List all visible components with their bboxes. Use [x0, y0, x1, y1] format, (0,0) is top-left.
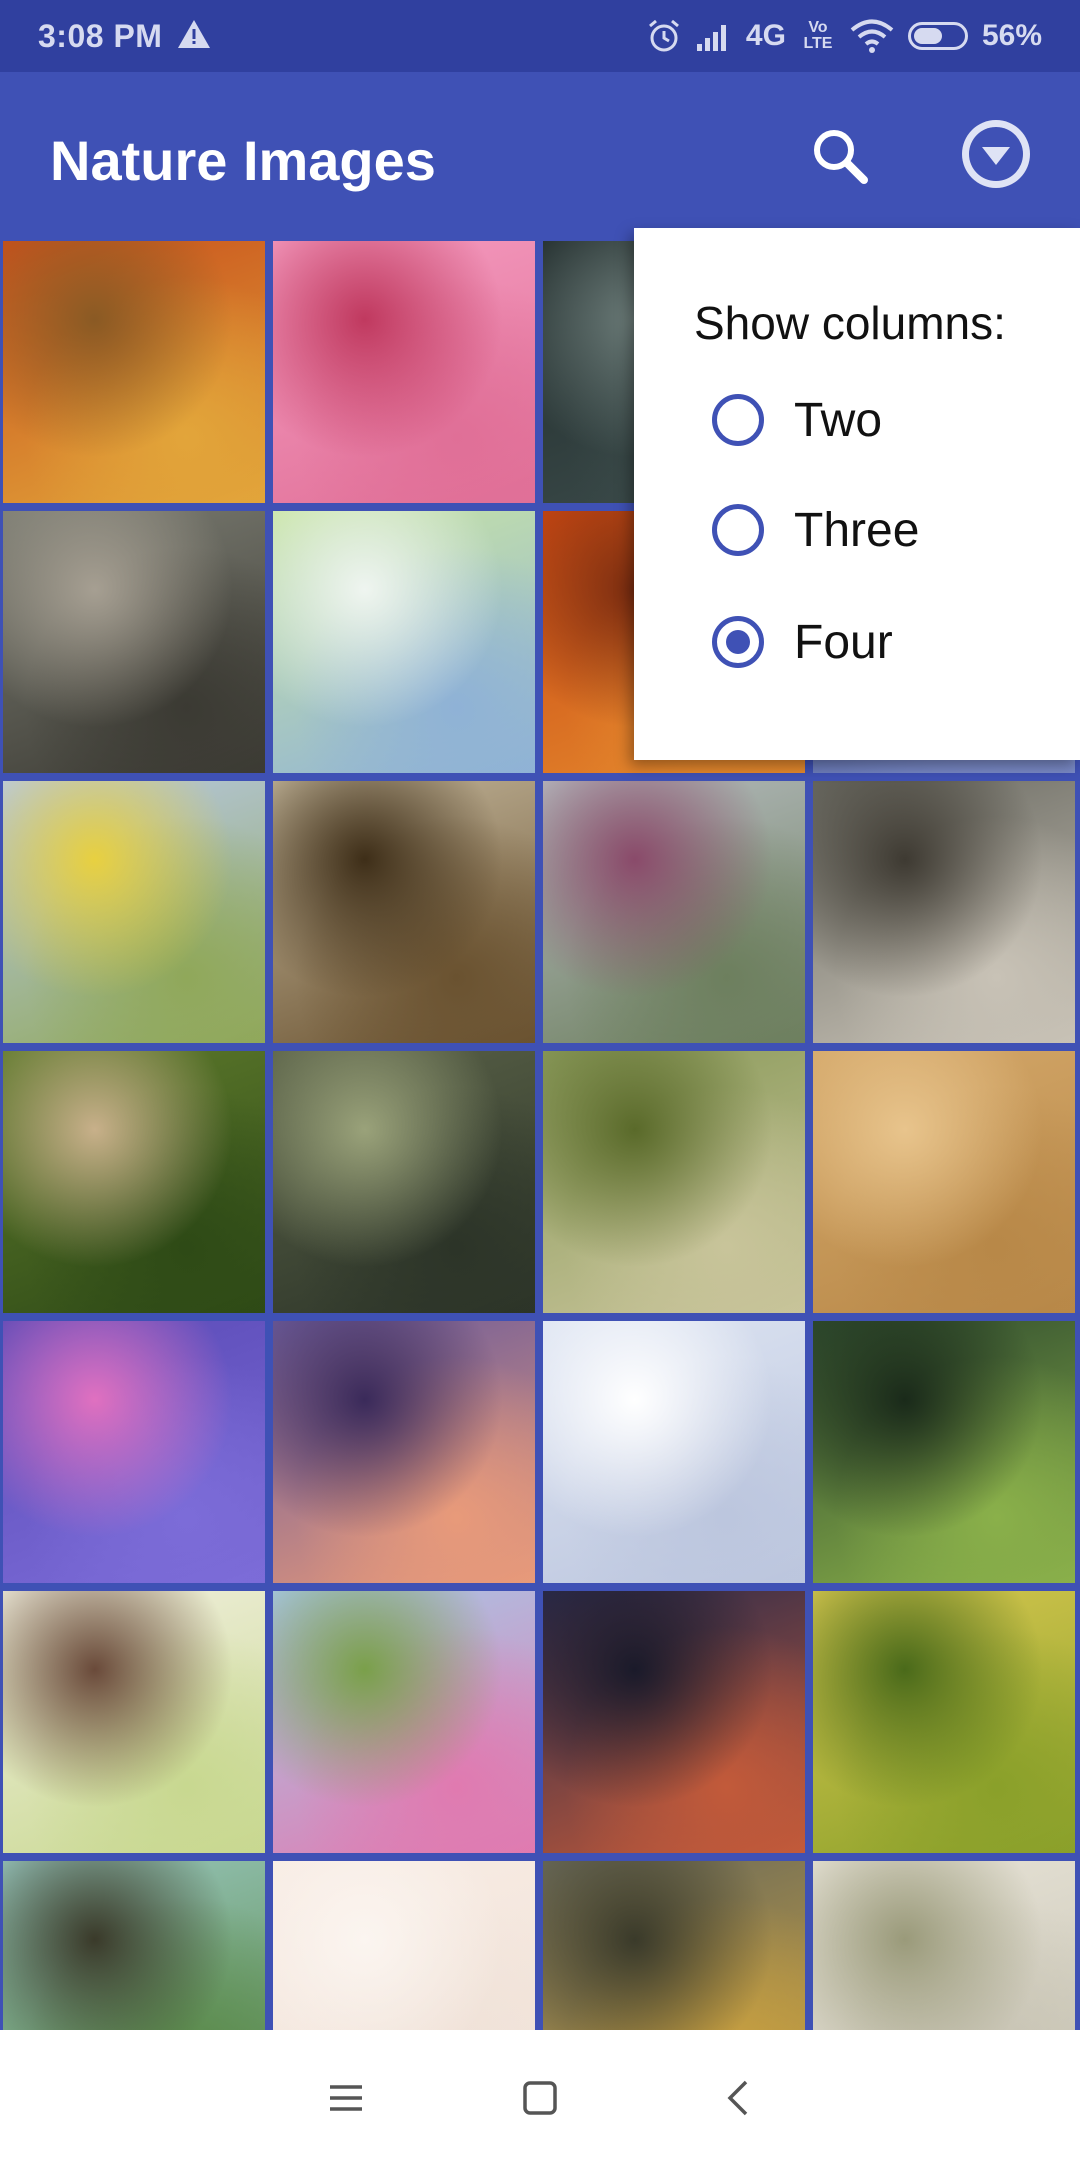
back-icon[interactable]	[710, 2068, 770, 2128]
image-grid	[0, 238, 1080, 2030]
image-tile-hills-clouds[interactable]	[273, 1051, 535, 1313]
volte-badge: Vo LTE	[803, 19, 833, 52]
battery-icon	[907, 22, 968, 50]
image-tile-butterflies-flowers[interactable]	[3, 781, 265, 1043]
image-tile-water-lily[interactable]	[3, 1321, 265, 1583]
image-tile-pink-daisy[interactable]	[273, 241, 535, 503]
image-tile-girl-hat-meadow[interactable]	[3, 1591, 265, 1853]
search-icon[interactable]	[804, 120, 876, 192]
radio-two[interactable]	[712, 394, 764, 446]
image-tile-wheat-field[interactable]	[813, 1591, 1075, 1853]
image-tile-lake-island-trees[interactable]	[3, 511, 265, 773]
option-two-label: Two	[794, 393, 883, 447]
image-tile-misty-forest[interactable]	[543, 1051, 805, 1313]
popup-heading: Show columns:	[694, 297, 1006, 349]
navigation-bar	[0, 2030, 1080, 2160]
battery-percent: 56%	[981, 19, 1042, 52]
option-three-label: Three	[794, 503, 920, 557]
image-tile-wolf[interactable]	[813, 781, 1075, 1043]
image-tile-valley-sunset[interactable]	[543, 1861, 805, 2030]
image-tile-cosmos-flowers[interactable]	[273, 1591, 535, 1853]
signal-icon	[696, 25, 726, 51]
home-icon[interactable]	[510, 2068, 570, 2128]
dropdown-icon[interactable]	[958, 116, 1034, 192]
columns-popup-menu: Show columns: Two Three Four	[634, 228, 1080, 760]
image-tile-big-tree[interactable]	[273, 781, 535, 1043]
image-tile-pale-sky[interactable]	[273, 1861, 535, 2030]
image-tile-storm-clouds[interactable]	[543, 1591, 805, 1853]
status-icons: 4G Vo LTE 56%	[646, 16, 1042, 56]
alarm-icon	[648, 19, 679, 52]
option-two[interactable]: Two	[712, 380, 1052, 460]
network-type: 4G	[745, 19, 786, 52]
wifi-icon	[850, 19, 894, 53]
menu-icon[interactable]	[316, 2068, 376, 2128]
image-tile-sunset-lake[interactable]	[273, 1321, 535, 1583]
app-bar: Nature Images	[0, 72, 1080, 238]
status-time: 3:08 PM	[38, 18, 163, 54]
option-four-label: Four	[794, 615, 893, 669]
warning-icon	[178, 20, 210, 48]
radio-four[interactable]	[712, 616, 764, 668]
page-title: Nature Images	[50, 129, 436, 192]
image-tile-mountain-path[interactable]	[543, 781, 805, 1043]
image-tile-sand-starfish[interactable]	[813, 1051, 1075, 1313]
option-four[interactable]: Four	[712, 602, 1052, 682]
image-tile-sun-rays-forest[interactable]	[813, 1321, 1075, 1583]
image-tile-autumn-forest-path[interactable]	[3, 241, 265, 503]
image-tile-arctic-fox[interactable]	[543, 1321, 805, 1583]
status-bar: 3:08 PM 4G Vo LTE 56%	[0, 0, 1080, 72]
radio-three[interactable]	[712, 504, 764, 556]
image-tile-tree-avenue[interactable]	[3, 1051, 265, 1313]
image-tile-bird-blossom[interactable]	[273, 511, 535, 773]
option-three[interactable]: Three	[712, 490, 1052, 570]
image-tile-leaf-umbrella-kids[interactable]	[3, 1861, 265, 2030]
image-tile-cloudy-sky[interactable]	[813, 1861, 1075, 2030]
